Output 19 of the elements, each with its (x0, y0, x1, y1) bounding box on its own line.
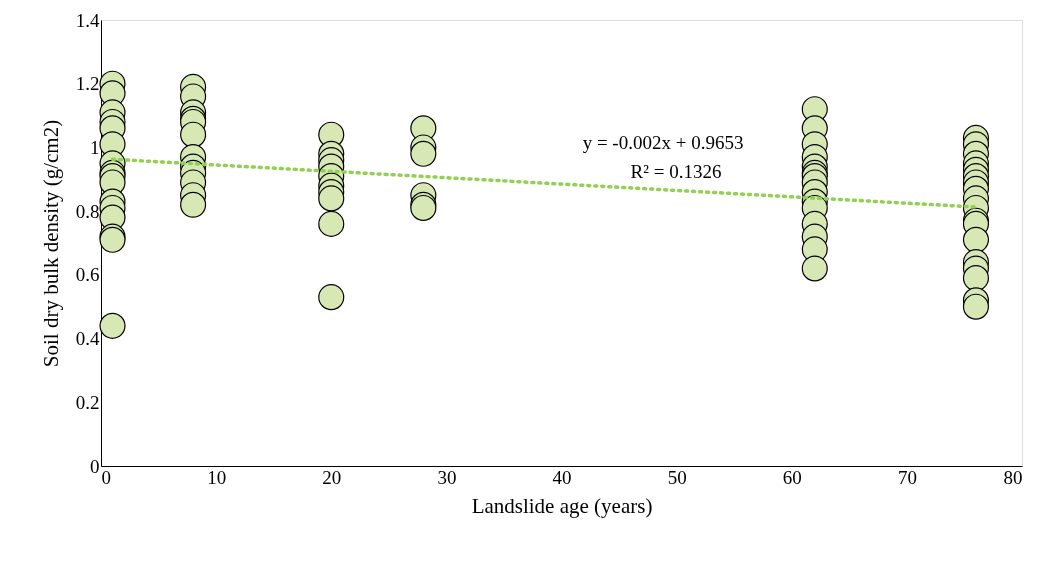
annotation: y = -0.002x + 0.9653 (582, 132, 744, 153)
y-tick-label: 0.4 (75, 328, 100, 350)
x-tick-label: 70 (897, 466, 917, 488)
x-tick-label: 10 (207, 466, 227, 488)
x-tick-label: 50 (667, 466, 687, 488)
x-tick-label: 80 (1003, 466, 1023, 488)
y-axis-title: Soil dry bulk density (g/cm2) (38, 119, 63, 368)
y-tick-label: 1.2 (75, 73, 100, 95)
y-tick-label: 0.6 (75, 264, 100, 286)
x-tick-label: 20 (322, 466, 342, 488)
x-tick-label: 40 (552, 466, 572, 488)
x-tick-label: 60 (782, 466, 802, 488)
y-tick-label: 1.4 (75, 9, 100, 31)
x-tick-label: 30 (437, 466, 457, 488)
y-tick-label: 1 (90, 136, 100, 158)
x-axis-title: Landslide age (years) (471, 493, 653, 518)
y-tick-label: 0.2 (75, 391, 100, 413)
y-tick-label: 0.8 (75, 200, 100, 222)
annotation: R² = 0.1326 (630, 161, 722, 182)
